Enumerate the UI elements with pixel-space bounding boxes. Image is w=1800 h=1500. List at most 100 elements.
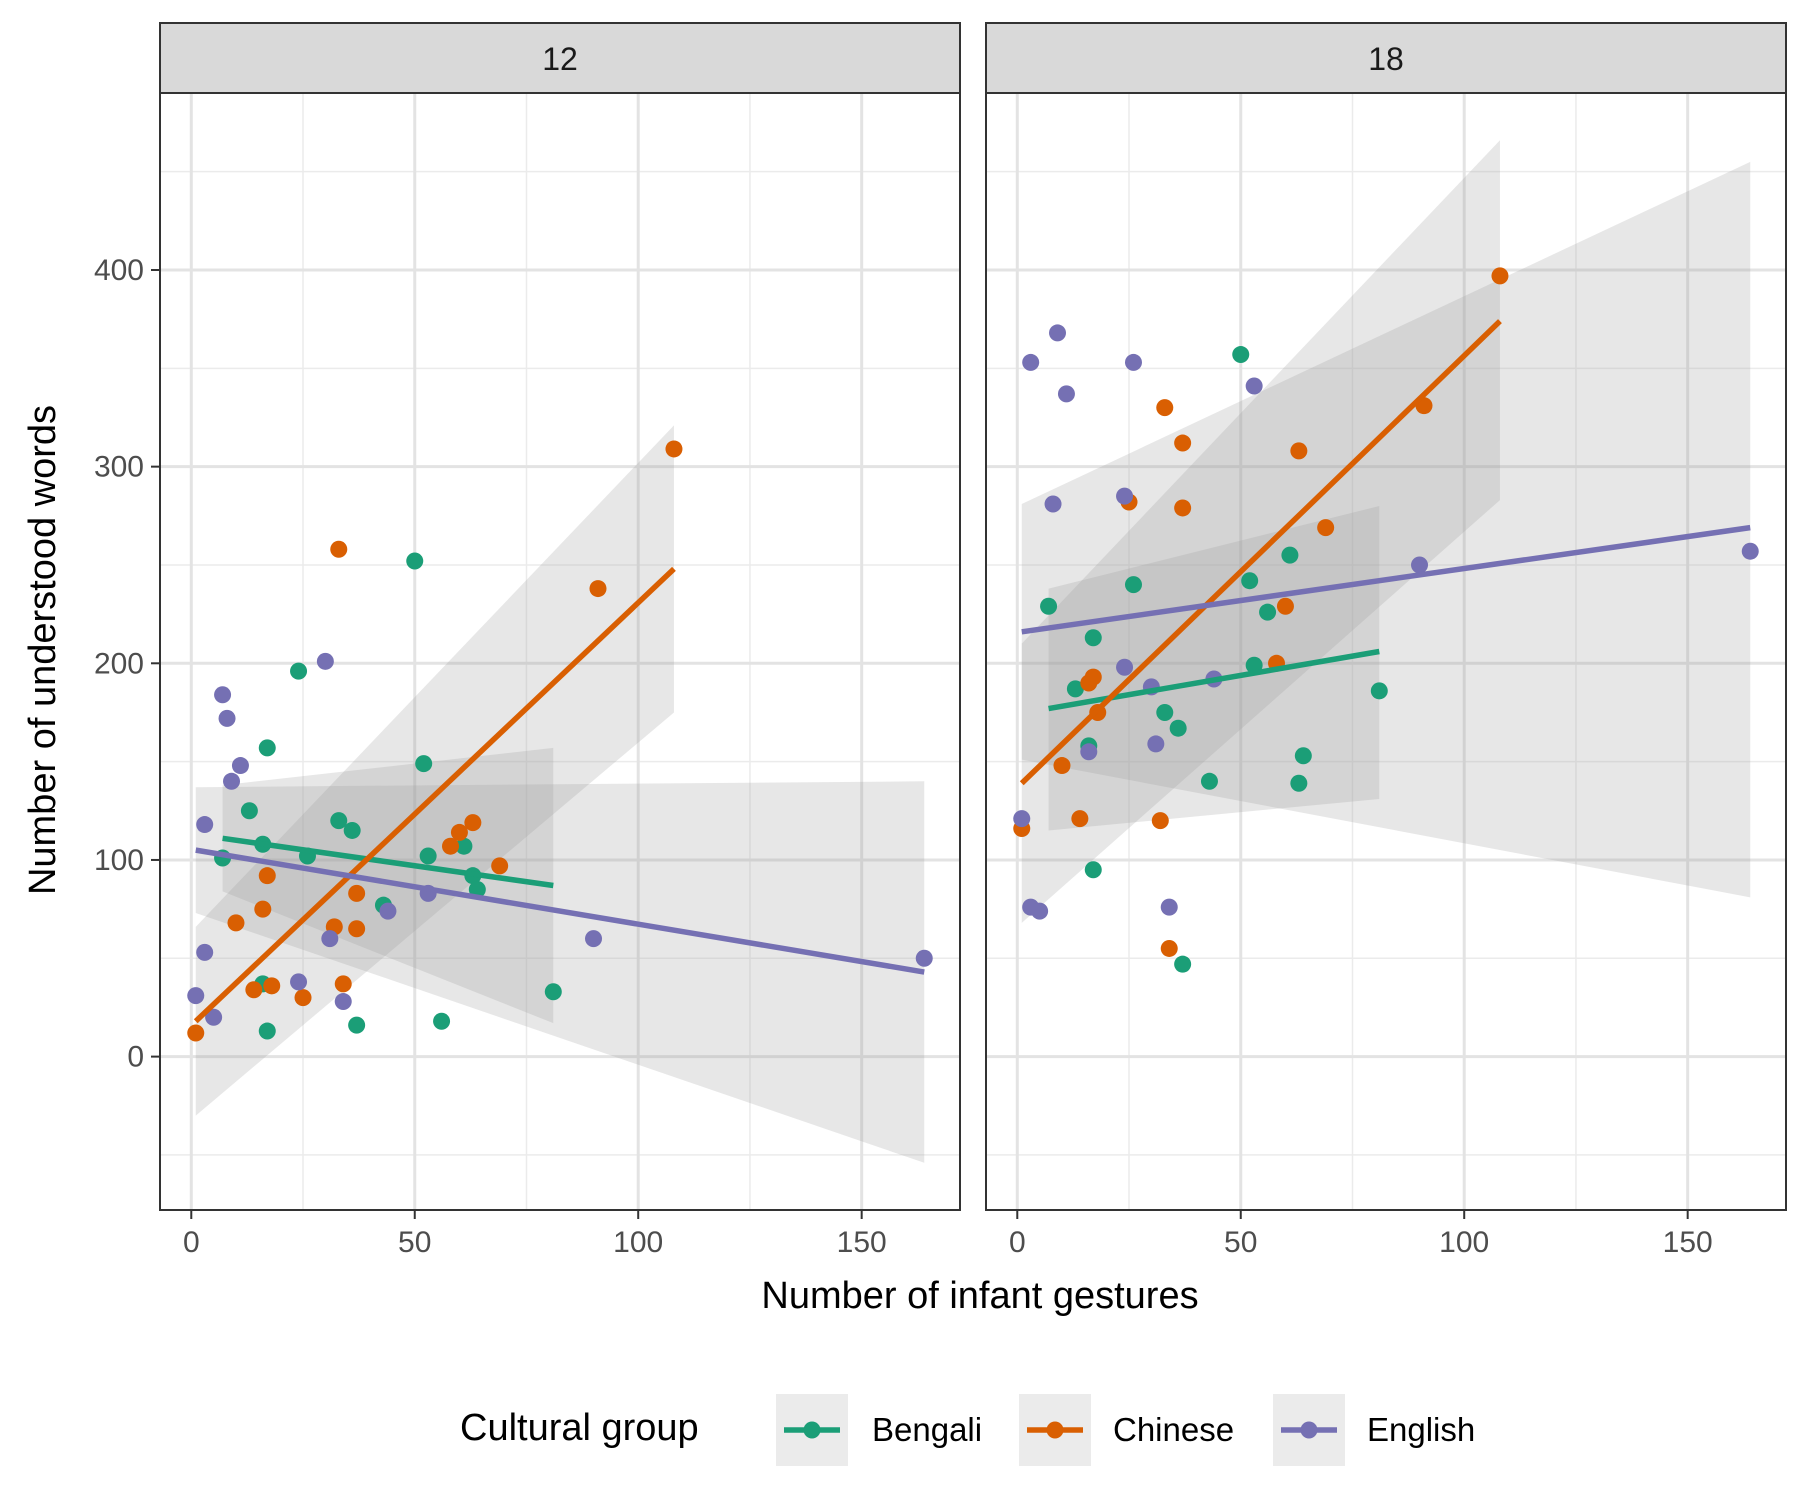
point-bengali — [406, 552, 424, 570]
point-chinese — [1317, 519, 1335, 537]
point-bengali — [415, 755, 433, 773]
legend-label: Chinese — [1113, 1411, 1234, 1448]
gridlines — [986, 93, 1786, 1210]
point-chinese — [245, 981, 263, 999]
point-bengali — [1156, 703, 1174, 721]
panel-12: 12 0 50 100 150 0 100 200 300 400 — [94, 22, 961, 1259]
x-tick-label: 100 — [1439, 1226, 1489, 1259]
point-bengali — [1066, 680, 1084, 698]
legend-key-point — [1300, 1421, 1318, 1439]
point-english — [1080, 743, 1098, 761]
point-chinese — [1174, 499, 1192, 517]
point-chinese — [589, 580, 607, 598]
point-chinese — [330, 540, 348, 558]
y-tick-label: 0 — [127, 1041, 144, 1074]
legend-item-chinese: Chinese — [1019, 1394, 1234, 1466]
y-tick-label: 300 — [94, 451, 144, 484]
point-chinese — [254, 900, 272, 918]
point-english — [223, 772, 241, 790]
y-axis: 0 100 200 300 400 — [94, 254, 160, 1074]
point-english — [1116, 658, 1134, 676]
legend-item-english: English — [1273, 1394, 1475, 1466]
point-bengali — [1174, 955, 1192, 973]
y-tick-label: 400 — [94, 254, 144, 287]
point-bengali — [258, 1022, 276, 1040]
point-english — [214, 686, 232, 704]
x-axis: 0 50 100 150 — [183, 1210, 887, 1259]
point-bengali — [1294, 747, 1312, 765]
point-chinese — [294, 989, 312, 1007]
point-bengali — [1370, 682, 1388, 700]
y-tick-label: 100 — [94, 844, 144, 877]
point-english — [196, 816, 214, 834]
point-english — [1160, 898, 1178, 916]
y-tick-label: 200 — [94, 647, 144, 680]
point-english — [321, 930, 339, 948]
points — [1013, 267, 1759, 973]
x-tick-label: 50 — [398, 1226, 431, 1259]
panel-background — [986, 93, 1786, 1210]
point-bengali — [1124, 576, 1142, 594]
point-chinese — [1290, 442, 1308, 460]
point-chinese — [334, 975, 352, 993]
point-bengali — [1245, 656, 1263, 674]
point-english — [218, 709, 236, 727]
point-english — [1022, 353, 1040, 371]
legend-label: English — [1367, 1411, 1475, 1448]
point-chinese — [258, 867, 276, 885]
point-bengali — [330, 812, 348, 830]
point-chinese — [1276, 597, 1294, 615]
point-chinese — [1174, 434, 1192, 452]
point-chinese — [442, 837, 460, 855]
point-bengali — [1259, 603, 1277, 621]
point-bengali — [1281, 546, 1299, 564]
point-english — [1031, 902, 1049, 920]
point-bengali — [1241, 572, 1259, 590]
point-bengali — [348, 1016, 366, 1034]
point-english — [585, 930, 603, 948]
point-english — [316, 652, 334, 670]
confidence-band-english — [195, 781, 925, 1163]
fit-line-chinese — [193, 566, 676, 1024]
point-chinese — [491, 857, 509, 875]
point-chinese — [665, 440, 683, 458]
point-bengali — [455, 837, 473, 855]
point-bengali — [433, 1012, 451, 1030]
point-english — [915, 949, 933, 967]
point-english — [1013, 810, 1031, 828]
point-english — [1057, 385, 1075, 403]
point-english — [1116, 487, 1134, 505]
x-tick-label: 0 — [183, 1226, 200, 1259]
point-english — [1124, 353, 1142, 371]
facet-panels: 12 0 50 100 150 0 100 200 300 400 18 0 50 100 150 — [94, 22, 1787, 1259]
point-bengali — [1232, 346, 1250, 364]
point-english — [1741, 542, 1759, 560]
point-bengali — [419, 847, 437, 865]
x-tick-label: 50 — [1224, 1226, 1257, 1259]
point-english — [334, 993, 352, 1011]
legend: Cultural group Bengali Chinese English — [460, 1394, 1475, 1466]
x-axis: 0 50 100 150 — [1009, 1210, 1713, 1259]
point-chinese — [263, 977, 281, 995]
facet-strip — [985, 22, 1787, 94]
facet-strip-label: 12 — [542, 41, 578, 77]
point-chinese — [1053, 757, 1071, 775]
legend-item-bengali: Bengali — [776, 1394, 982, 1466]
point-chinese — [1491, 267, 1509, 285]
point-english — [1044, 495, 1062, 513]
fit-line-chinese — [1019, 319, 1502, 786]
point-chinese — [1071, 810, 1089, 828]
point-bengali — [240, 802, 258, 820]
x-tick-label: 0 — [1009, 1226, 1026, 1259]
facet-strip-label: 18 — [1368, 41, 1404, 77]
panel-background — [160, 93, 960, 1210]
point-bengali — [1169, 719, 1187, 737]
point-chinese — [1160, 939, 1178, 957]
point-bengali — [1084, 861, 1102, 879]
point-bengali — [343, 821, 361, 839]
x-axis-title: Number of infant gestures — [761, 1275, 1198, 1317]
point-chinese — [1084, 668, 1102, 686]
point-english — [1245, 377, 1263, 395]
point-english — [187, 987, 205, 1005]
